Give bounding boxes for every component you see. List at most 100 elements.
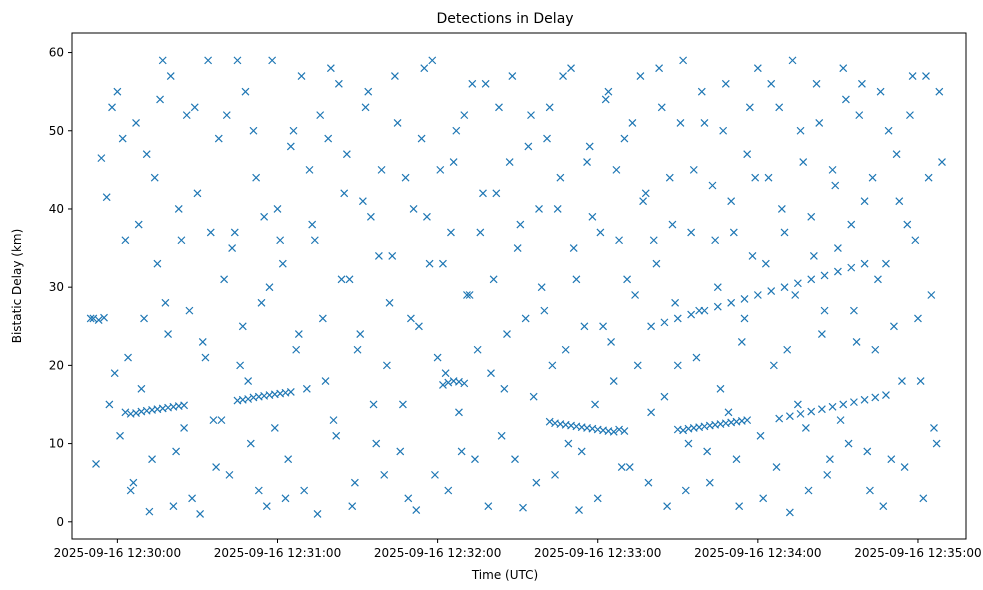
detection-marker: [455, 408, 463, 417]
y-tick-label: 50: [49, 124, 64, 138]
detection-marker: [305, 165, 314, 174]
detection-marker: [601, 95, 610, 104]
detection-marker: [868, 173, 877, 182]
detection-marker: [820, 306, 829, 315]
detection-marker: [356, 330, 365, 339]
detection-marker: [361, 103, 370, 112]
x-tick-label: 2025-09-16 12:31:00: [214, 546, 341, 560]
x-tick-label: 2025-09-16 12:35:00: [854, 546, 981, 560]
detection-marker: [665, 173, 674, 182]
detection-marker: [278, 259, 287, 268]
detection-marker: [761, 259, 770, 268]
detection-marker: [679, 56, 688, 65]
detection-marker: [209, 416, 218, 425]
detection-marker: [866, 486, 874, 495]
detection-marker: [636, 72, 645, 80]
detection-marker: [409, 205, 418, 213]
x-tick-label: 2025-09-16 12:34:00: [694, 546, 821, 560]
detection-marker: [260, 212, 269, 221]
detection-marker: [180, 424, 189, 432]
detection-marker: [337, 275, 346, 284]
detection-marker: [839, 400, 848, 409]
detection-marker: [599, 322, 607, 331]
detection-marker: [390, 72, 399, 80]
detection-marker: [924, 173, 933, 182]
detection-marker: [540, 306, 549, 315]
detection-marker: [252, 173, 261, 182]
detection-marker: [449, 158, 458, 166]
detection-marker: [884, 126, 893, 135]
detection-marker: [930, 424, 938, 432]
detection-marker: [94, 316, 103, 324]
detection-marker: [716, 384, 725, 393]
detection-marker: [828, 402, 837, 411]
detection-marker: [927, 291, 936, 299]
y-tick-label: 40: [49, 202, 64, 216]
detection-marker: [313, 510, 322, 518]
detection-marker: [793, 400, 802, 409]
detection-marker: [262, 502, 271, 511]
y-tick-label: 60: [49, 46, 64, 60]
detection-marker: [647, 408, 656, 417]
detection-marker: [246, 439, 255, 448]
detection-marker: [196, 510, 205, 518]
detection-marker: [529, 392, 538, 401]
detection-marker: [457, 447, 466, 456]
detection-marker: [572, 275, 581, 284]
detection-marker: [756, 431, 765, 440]
detection-marker: [102, 193, 111, 202]
detection-marker: [807, 275, 816, 284]
y-tick-label: 0: [56, 515, 64, 529]
detection-marker: [230, 228, 239, 237]
detection-marker: [817, 405, 826, 414]
detection-marker: [241, 87, 250, 96]
detection-marker: [713, 283, 722, 292]
detection-marker: [244, 377, 253, 385]
detection-marker: [121, 236, 130, 245]
detection-marker: [882, 259, 890, 268]
detection-marker: [348, 502, 357, 511]
detection-marker: [105, 400, 114, 409]
detection-marker: [289, 126, 298, 135]
detection-marker: [188, 494, 197, 503]
detection-marker: [190, 103, 199, 112]
detection-marker: [671, 298, 680, 307]
detection-marker: [828, 165, 837, 174]
detection-marker: [254, 486, 263, 495]
detection-marker: [268, 56, 277, 65]
detection-marker: [700, 119, 709, 127]
detection-marker: [649, 236, 658, 245]
detection-marker: [281, 494, 290, 503]
detection-marker: [382, 361, 391, 370]
detection-marker: [439, 381, 447, 389]
detection-marker: [385, 298, 394, 307]
detection-marker: [393, 119, 402, 127]
detection-marker: [273, 205, 282, 213]
detection-marker: [767, 287, 776, 296]
detection-marker: [751, 173, 760, 182]
detection-marker: [922, 72, 930, 80]
detection-marker: [511, 455, 519, 464]
detection-marker: [519, 503, 527, 512]
detection-marker: [857, 79, 866, 88]
detection-marker: [388, 251, 397, 260]
detection-marker: [684, 439, 693, 448]
detection-marker: [679, 426, 688, 435]
detection-marker: [153, 259, 162, 268]
detection-marker: [655, 64, 664, 73]
detection-marker: [342, 150, 351, 159]
detection-marker: [460, 111, 469, 120]
detection-marker: [116, 431, 124, 440]
detection-marker: [735, 502, 744, 511]
detection-marker: [876, 87, 885, 96]
x-tick-label: 2025-09-16 12:30:00: [54, 546, 181, 560]
detection-marker: [607, 337, 615, 346]
detection-marker: [228, 244, 237, 252]
detection-marker: [126, 486, 135, 495]
detection-marker: [543, 134, 551, 143]
detection-marker: [847, 263, 856, 272]
detection-marker: [860, 395, 869, 404]
detection-marker: [513, 244, 522, 252]
detection-marker: [604, 87, 613, 96]
plot-frame: [71, 32, 967, 540]
